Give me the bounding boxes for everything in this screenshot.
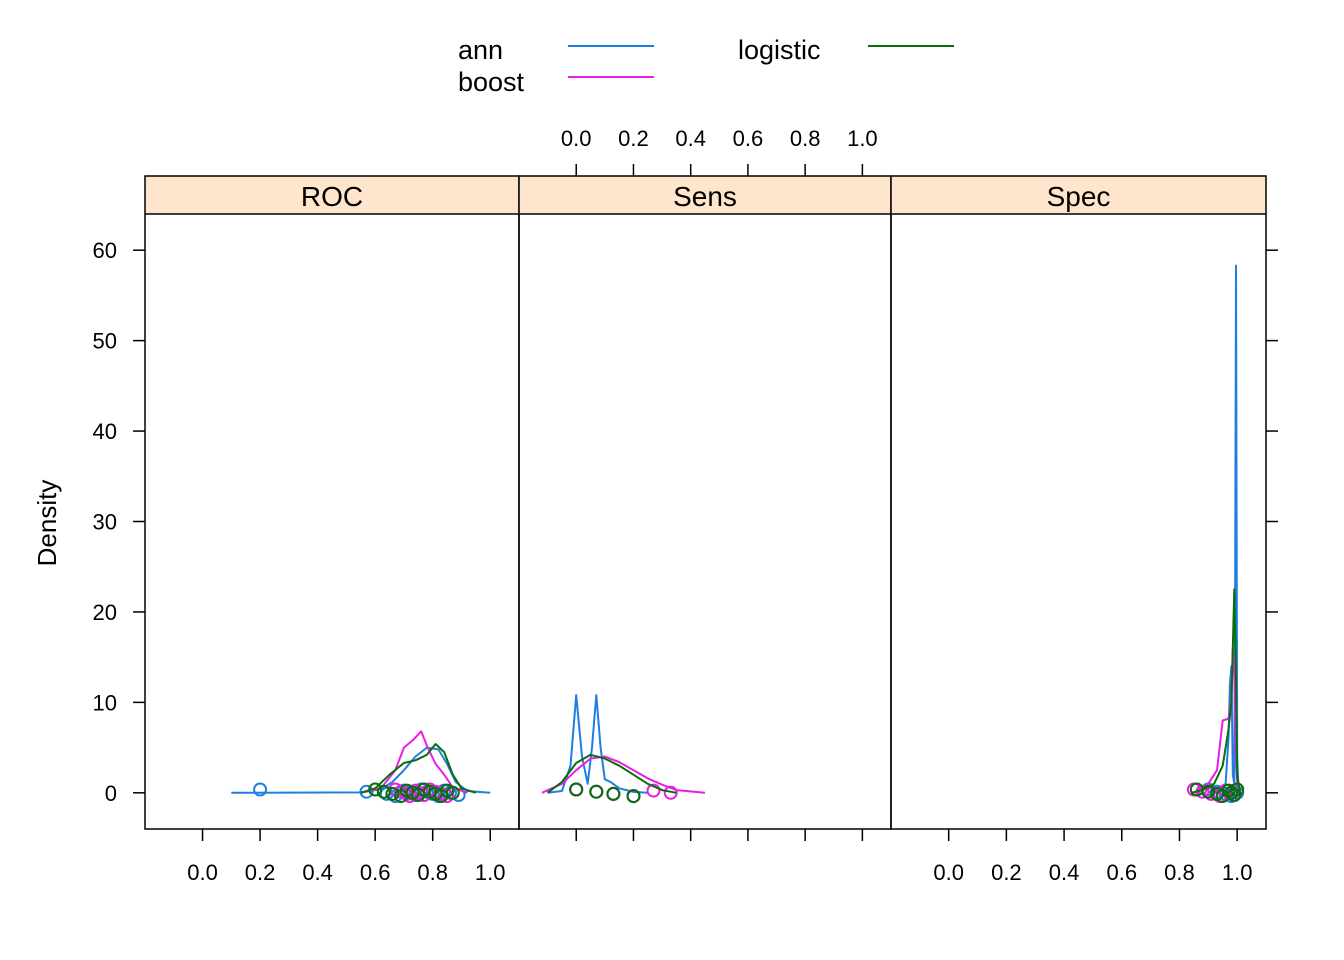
x-tick-label-top: 1.0 (847, 126, 878, 151)
y-tick-label: 50 (93, 329, 117, 354)
x-tick-label: 0.2 (245, 860, 276, 885)
density-curve-boost (541, 755, 706, 794)
legend-item-boost: boost (458, 67, 654, 97)
rug-point-ann (359, 784, 374, 799)
y-axis-label: Density (32, 480, 62, 567)
rug-point-logistic (368, 782, 383, 797)
strip-spec (891, 176, 1266, 214)
x-tick-label: 0.6 (360, 860, 391, 885)
rug-point-logistic (445, 785, 460, 800)
rug-point-boost (646, 783, 661, 798)
legend-label: ann (458, 35, 503, 65)
y-tick-label: 40 (93, 419, 117, 444)
rug-point-logistic (589, 784, 604, 799)
legend-label: boost (458, 67, 525, 97)
x-tick-label: 0.2 (991, 860, 1022, 885)
legend-item-logistic: logistic (738, 35, 954, 65)
panel-sens: Sens (518, 175, 892, 830)
rug-point-logistic (569, 782, 584, 797)
x-tick-label: 0.4 (302, 860, 333, 885)
strip-label: Spec (1047, 181, 1111, 212)
density-curve-logistic (360, 743, 477, 794)
x-tick-label-top: 0.2 (618, 126, 649, 151)
panels: ROC Sens Spec (144, 175, 1267, 830)
density-curve-logistic (546, 753, 677, 794)
x-tick-label-top: 0.6 (733, 126, 764, 151)
legend-item-ann: ann (458, 35, 654, 65)
y-tick-label: 30 (93, 510, 117, 535)
x-tick-label: 0.0 (933, 860, 964, 885)
strip-label: Sens (673, 181, 737, 212)
panel-border (518, 175, 892, 830)
rug-point-logistic (626, 789, 641, 804)
panel-border (890, 175, 1267, 830)
axes: 0.0 0.0 0.0 0.2 0.2 0.2 0.4 0.4 0.4 0.6 0.6 0.6 0.8 0… (93, 126, 1278, 885)
x-tick-label: 1.0 (1222, 860, 1253, 885)
x-tick-label: 0.0 (187, 860, 218, 885)
x-tick-label: 0.4 (1049, 860, 1080, 885)
rug-point-logistic (1201, 784, 1216, 799)
strip-roc (145, 176, 519, 214)
y-tick-label: 20 (93, 600, 117, 625)
density-curve-logistic (1190, 588, 1241, 794)
y-tick-label: 10 (93, 690, 117, 715)
strip-label: ROC (301, 181, 363, 212)
rug-point-logistic (385, 786, 400, 801)
legend-label: logistic (738, 35, 821, 65)
density-curve-boost (360, 730, 468, 794)
panel-spec: Spec (890, 175, 1267, 830)
x-tick-label-top: 0.0 (561, 126, 592, 151)
x-tick-label: 0.8 (1164, 860, 1195, 885)
x-tick-label-top: 0.4 (675, 126, 706, 151)
density-curve-ann (547, 694, 648, 794)
y-tick-label: 60 (93, 238, 117, 263)
x-tick-label-top: 0.8 (790, 126, 821, 151)
rug-point-logistic (606, 786, 621, 801)
x-tick-label: 0.8 (417, 860, 448, 885)
rug-point-logistic (1230, 782, 1245, 797)
rug-point-ann (253, 782, 268, 797)
y-tick-label: 0 (105, 781, 117, 806)
panel-roc: ROC (144, 175, 520, 830)
x-tick-label: 1.0 (475, 860, 506, 885)
panel-border (144, 175, 520, 830)
rug-point-logistic (376, 784, 391, 799)
strip-sens (519, 176, 891, 214)
rug-point-boost (663, 785, 678, 800)
x-tick-label: 0.6 (1106, 860, 1137, 885)
